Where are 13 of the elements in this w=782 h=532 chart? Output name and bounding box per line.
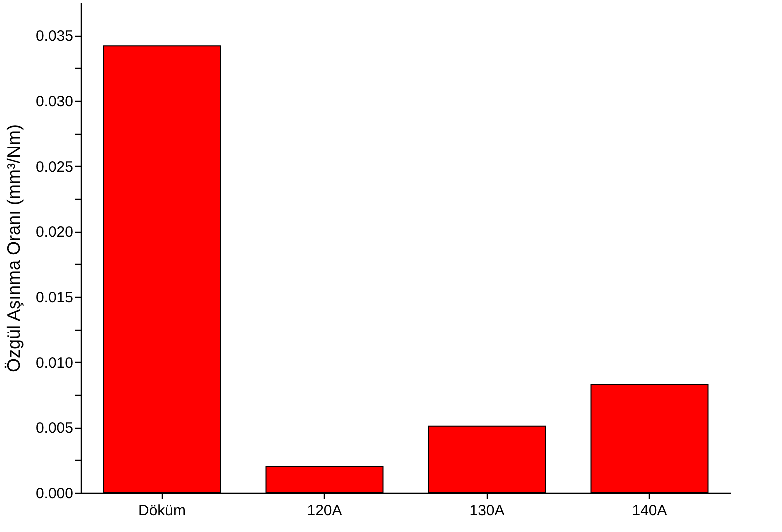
x-tick-label: Döküm <box>138 502 186 520</box>
x-tick-label: 140A <box>632 502 668 520</box>
y-tick-label: 0.025 <box>36 158 74 176</box>
y-tick-label: 0.015 <box>36 290 74 306</box>
y-tick-label: 0.035 <box>36 28 74 46</box>
x-tick-label: 120A <box>307 502 342 520</box>
y-tick-label: 0.005 <box>36 420 74 438</box>
y-tick-label: 0.020 <box>36 224 74 242</box>
y-tick-label: 0.010 <box>36 354 74 372</box>
x-tick-label: 130A <box>470 502 505 520</box>
y-tick-label: 0.000 <box>36 486 74 502</box>
y-axis-title: Özgül Aşınma Oranı (mm³/Nm) <box>4 124 24 373</box>
y-tick-label: 0.030 <box>36 94 74 110</box>
